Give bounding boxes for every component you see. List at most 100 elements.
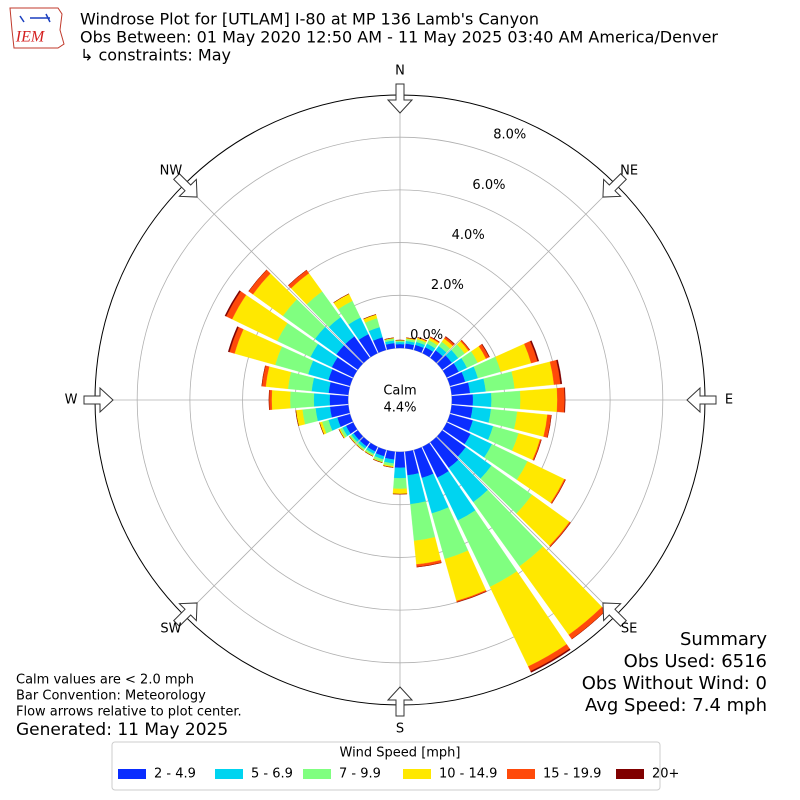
bar-segment: [556, 387, 565, 413]
legend-swatch: [215, 769, 243, 779]
bar-segment: [311, 377, 331, 394]
summary-line: Obs Without Wind: 0: [582, 673, 767, 694]
logo: IEM: [9, 7, 65, 49]
compass-arrow: [602, 173, 627, 198]
grid-spoke: [436, 436, 616, 616]
legend-label: 20+: [652, 767, 679, 782]
bar-segment: [394, 451, 406, 468]
compass-label: N: [395, 64, 405, 79]
legend-label: 2 - 4.9: [154, 767, 196, 782]
calm-label: Calm: [383, 384, 416, 399]
compass-arrow: [386, 83, 414, 114]
title-line: Obs Between: 01 May 2020 12:50 AM - 11 M…: [80, 28, 718, 47]
r-tick-label: 4.0%: [452, 228, 485, 243]
logo-lines: [19, 13, 51, 23]
bar-segment: [271, 390, 291, 410]
bar-segment: [224, 290, 241, 317]
bar-segment: [287, 372, 315, 392]
compass-arrow: [386, 686, 414, 717]
compass-arrow: [173, 173, 198, 198]
bar-segment: [392, 488, 408, 495]
bar-segment: [364, 451, 373, 457]
compass-label: S: [396, 722, 404, 737]
summary-line: Avg Speed: 7.4 mph: [585, 695, 767, 716]
compass-label: SW: [160, 622, 181, 637]
compass-arrow: [686, 386, 717, 414]
bar-segment: [413, 537, 442, 565]
bar-segment: [514, 411, 548, 437]
calm-circle: [349, 349, 451, 451]
note-line: Calm values are < 2.0 mph: [16, 673, 194, 688]
bar-segment: [313, 393, 330, 407]
note-line: Bar Convention: Meteorology: [16, 689, 206, 704]
bar-segment: [481, 343, 490, 358]
bar-segment: [295, 410, 299, 426]
bar-segment: [384, 337, 394, 340]
compass-arrow: [602, 602, 627, 627]
bar-segment: [495, 343, 532, 372]
legend-label: 10 - 14.9: [439, 767, 497, 782]
bar-segment: [451, 394, 474, 406]
bar-segment: [395, 343, 405, 349]
legend-title: Wind Speed [mph]: [340, 746, 461, 761]
bar-segment: [571, 610, 606, 640]
bar-segment: [385, 450, 395, 460]
title-line: Windrose Plot for [UTLAM] I-80 at MP 136…: [80, 10, 539, 29]
summary-line: Summary: [680, 629, 767, 650]
bar-segment: [393, 467, 407, 479]
compass-arrow: [83, 386, 114, 414]
legend-swatch: [303, 769, 331, 779]
bar-segment: [468, 378, 486, 394]
r-tick-label: 0.0%: [410, 328, 443, 343]
compass-label: E: [725, 393, 733, 408]
legend-swatch: [118, 769, 146, 779]
legend-label: 7 - 9.9: [339, 767, 381, 782]
bar-segment: [248, 269, 267, 292]
r-tick-label: 8.0%: [493, 128, 526, 143]
bar-segment: [329, 394, 349, 406]
compass-arrow: [173, 602, 198, 627]
bar-segment: [472, 392, 492, 408]
polar-plot: Calm 4.4% 0.0% 2.0% 4.0% 6.0% 8.0% N NE E SE S SW W NW: [65, 64, 734, 737]
bar-segment: [268, 390, 273, 410]
calm-value: 4.4%: [383, 401, 416, 416]
legend-label: 15 - 19.9: [543, 767, 601, 782]
compass-label: W: [65, 393, 78, 408]
bar-segment: [530, 648, 571, 673]
logo-outline: [9, 7, 65, 49]
bar-segment: [416, 562, 442, 568]
r-tick-label: 2.0%: [431, 278, 464, 293]
bar-segment: [289, 391, 315, 409]
grid-spoke: [436, 184, 616, 364]
bar-segment: [261, 365, 266, 387]
bar-segment: [227, 326, 239, 353]
legend: Wind Speed [mph] 2 - 4.9 5 - 6.9 7 - 9.9 10…: [111, 741, 679, 791]
note-line: Flow arrows relative to plot center.: [16, 705, 242, 720]
bar-segment: [356, 444, 364, 451]
compass-label: NE: [620, 163, 638, 178]
summary-line: Obs Used: 6516: [624, 651, 767, 672]
bar-segment: [491, 390, 521, 410]
bar-segment: [417, 337, 427, 341]
logo-text: IEM: [15, 29, 46, 46]
bar-segment: [564, 387, 566, 413]
bar-segment: [470, 407, 492, 423]
bar-segment: [395, 341, 405, 345]
legend-swatch: [616, 769, 644, 779]
grid-spoke: [184, 184, 364, 364]
bar-segment: [445, 336, 455, 345]
compass-label: NW: [160, 163, 183, 178]
generated-text: Generated: 11 May 2025: [16, 720, 228, 740]
bar-segment: [530, 340, 540, 362]
legend-swatch: [507, 769, 535, 779]
title-line: ↳ constraints: May: [80, 46, 231, 65]
bar-segment: [302, 408, 318, 425]
bar-segment: [265, 366, 292, 389]
bar-segment: [461, 339, 470, 350]
bar-segment: [349, 436, 356, 444]
legend-swatch: [403, 769, 431, 779]
legend-label: 5 - 6.9: [251, 767, 293, 782]
bar-segment: [319, 422, 324, 435]
bar-segment: [556, 359, 563, 385]
